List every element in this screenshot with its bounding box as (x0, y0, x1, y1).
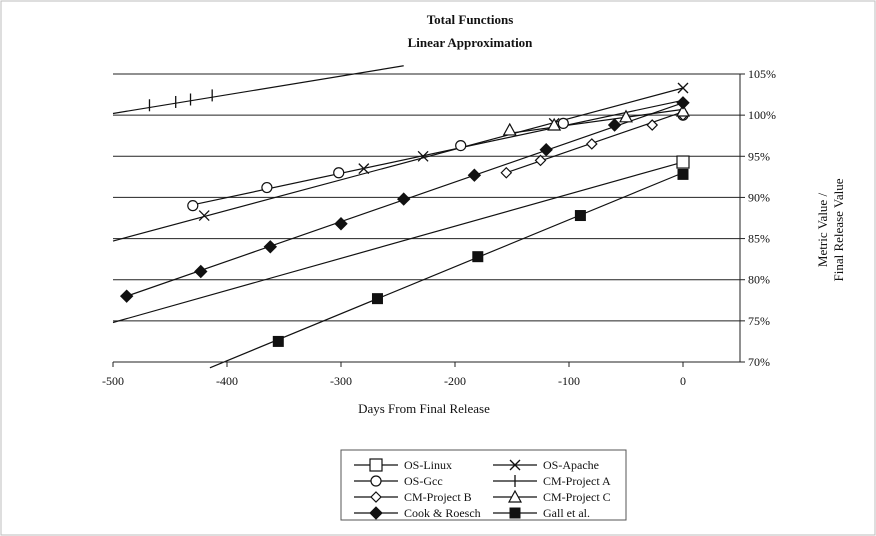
x-tick-label: -200 (444, 374, 466, 388)
y-tick-label: 85% (748, 232, 770, 246)
legend-item-os-gcc: OS-Gcc (354, 474, 443, 488)
point-cm-project-c (675, 103, 691, 117)
point-cm-project-b (500, 166, 513, 179)
legend-label: Cook & Roesch (404, 506, 481, 520)
point-cook-roesch (676, 96, 690, 110)
legend-label: OS-Apache (543, 458, 599, 472)
y-tick-label: 100% (748, 108, 776, 122)
legend-marker-os-gcc (370, 475, 382, 487)
y-tick-label: 80% (748, 273, 770, 287)
point-gall-et-al- (574, 210, 586, 222)
axes (112, 73, 745, 367)
legend-item-cm-project-c: CM-Project C (493, 489, 611, 504)
chart-title: Total Functions (427, 12, 514, 27)
point-cook-roesch (539, 142, 553, 157)
legend-marker-os-apache (509, 459, 521, 471)
point-cm-project-c (547, 117, 562, 131)
legend-marker-cook-roesch (369, 506, 383, 520)
fit-line-os-gcc (192, 99, 684, 206)
y-tick-label: 95% (748, 149, 770, 163)
point-os-gcc (261, 181, 273, 194)
point-cook-roesch (396, 192, 411, 206)
fit-line-os-linux (112, 161, 684, 324)
point-cm-project-c (618, 109, 634, 123)
point-os-linux (676, 155, 690, 169)
point-os-apache (677, 82, 689, 94)
legend-label: CM-Project C (543, 490, 611, 504)
x-tick-label: -100 (558, 374, 580, 388)
y-tick-label: 105% (748, 67, 776, 81)
legend-label: OS-Linux (404, 458, 452, 472)
point-os-gcc (557, 117, 569, 129)
legend-label: Gall et al. (543, 506, 590, 520)
legend-item-cook-roesch: Cook & Roesch (354, 506, 481, 520)
y-tick-label: 70% (748, 355, 770, 369)
x-tick-label: -300 (330, 374, 352, 388)
x-tick-label: -400 (216, 374, 238, 388)
legend-item-gall-et-al-: Gall et al. (493, 506, 590, 520)
point-cook-roesch (263, 240, 278, 254)
point-cook-roesch (607, 118, 622, 132)
point-os-gcc (455, 139, 467, 152)
y-tick-label: 75% (748, 314, 770, 328)
point-os-apache (417, 150, 429, 162)
point-cm-project-b (646, 119, 659, 131)
x-axis-label: Days From Final Release (358, 401, 490, 416)
fit-lines (112, 65, 684, 369)
point-gall-et-al- (272, 335, 284, 347)
point-gall-et-al- (677, 168, 689, 180)
x-tick-labels: -500 -400 -300 -200 -100 0 (102, 374, 686, 388)
point-cm-project-b (585, 138, 598, 150)
legend-label: CM-Project B (404, 490, 472, 504)
point-os-apache (198, 210, 210, 221)
y-axis-label-line2: Final Release Value (831, 178, 846, 281)
point-cook-roesch (334, 217, 348, 231)
legend-label: CM-Project A (543, 474, 611, 488)
legend-marker-gall-et-al- (509, 507, 521, 519)
y-tick-label: 90% (748, 190, 770, 204)
point-os-gcc (187, 200, 199, 212)
x-tick-label: -500 (102, 374, 124, 388)
legend-item-os-apache: OS-Apache (493, 458, 599, 472)
point-cook-roesch (119, 289, 134, 303)
legend-marker-cm-project-c (507, 489, 523, 503)
point-cook-roesch (194, 264, 208, 279)
point-cm-project-c (502, 122, 517, 136)
point-os-gcc (333, 167, 345, 179)
legend-marker-os-linux (369, 458, 383, 472)
legend: OS-Linux OS-Apache OS-Gcc CM-Project A CM-Pr… (354, 458, 611, 520)
point-gall-et-al- (472, 251, 484, 263)
y-axis-label-line1: Metric Value / (815, 193, 830, 268)
fit-line-os-apache (112, 87, 684, 242)
y-axis-label-group: Metric Value / Final Release Value (815, 178, 846, 281)
x-tick-label: 0 (680, 374, 686, 388)
point-cm-project-b (534, 154, 547, 167)
point-cook-roesch (467, 168, 482, 182)
legend-label: OS-Gcc (404, 474, 443, 488)
point-gall-et-al- (371, 293, 383, 305)
legend-item-cm-project-a: CM-Project A (493, 474, 611, 488)
legend-box (340, 449, 627, 521)
legend-marker-cm-project-b (370, 491, 382, 503)
legend-item-os-linux: OS-Linux (354, 458, 452, 472)
point-os-apache (358, 163, 370, 175)
fit-line-cm-project-a (112, 65, 404, 115)
chart-subtitle: Linear Approximation (408, 35, 534, 50)
data-markers (119, 82, 691, 347)
fit-line-gall-et-al- (209, 172, 684, 369)
y-tick-labels: 70% 75% 80% 85% 90% 95% 100% 105% (748, 67, 776, 369)
legend-item-cm-project-b: CM-Project B (354, 490, 472, 504)
